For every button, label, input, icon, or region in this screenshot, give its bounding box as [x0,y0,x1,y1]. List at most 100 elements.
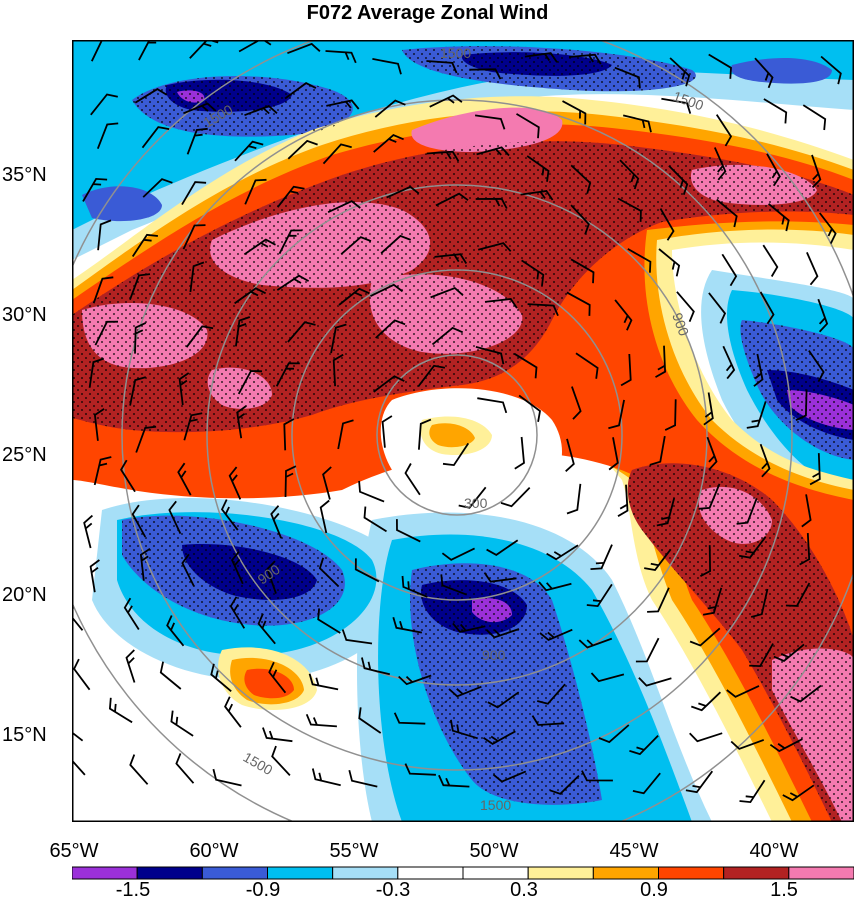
wind-barb [178,372,190,406]
colorbar-swatch [267,866,334,880]
wind-barb [120,459,136,493]
wind-barb [330,323,347,354]
wind-barb [524,52,558,63]
lon-label-65w: 65°W [49,840,99,862]
wind-barb [224,696,242,728]
wind-barb [142,178,173,198]
wind-barb [685,770,714,794]
wind-barb [123,597,140,630]
wind-barb [475,197,508,209]
wind-barb [168,500,182,534]
wind-barb [578,637,613,649]
wind-barb [570,258,595,284]
wind-barb [492,770,527,783]
ring-label-1500-south: 1500 [480,797,511,813]
wind-barb [278,229,303,255]
wind-barb [129,273,151,301]
wind-barb [485,628,520,639]
wind-barb [322,143,352,165]
lat-label-20n: 20°N [2,584,47,606]
colorbar-swatch [136,866,203,880]
wind-barb [270,505,282,539]
wind-barb [234,140,264,162]
wind-barb [442,442,470,467]
wind-barb [754,57,774,89]
wind-barb [699,545,712,577]
stippling [72,46,854,822]
map-title: F072 Average Zonal Wind [306,2,549,24]
map-frame [72,40,854,822]
wind-barb [235,316,251,347]
shade-center-orange [429,423,475,448]
wind-barb [244,104,278,117]
wind-barb [477,397,508,414]
wind-barb [526,155,550,182]
wind-barb [332,353,344,387]
colorbar [72,866,854,880]
wind-barb [398,674,432,686]
wind-barb [708,53,732,79]
wind-barb [189,261,205,293]
wind-barb [308,673,339,691]
wind-barb [170,710,194,737]
wind-barb [322,466,332,500]
wind-barb [370,283,404,298]
wind-barb [614,299,633,331]
wind-barb [801,494,812,528]
wind-barb [649,435,666,466]
wind-barb [738,536,767,559]
wind-barb [811,154,822,189]
wind-barb [363,506,387,533]
wind-barb [287,321,316,343]
wind-barb [627,248,652,273]
wind-barb [619,159,640,190]
wind-barb [483,572,517,583]
wind-barb [92,276,114,304]
wind-barb [90,40,104,62]
wind-barb [166,615,185,647]
wind-barb [790,684,822,703]
wind-barb [392,616,423,634]
wind-barb [531,715,565,726]
wind-barb [703,392,714,426]
colorbar-swatch [788,866,854,880]
wind-barb [546,544,579,561]
lat-label-15n: 15°N [2,724,47,746]
wind-barb [749,643,774,668]
wind-barbs [72,40,842,804]
wind-barb [435,192,469,207]
wind-barb [183,102,217,115]
wind-barb [753,353,764,387]
lon-label-55w: 55°W [329,840,379,862]
wind-barb [441,547,475,561]
colorbar-label-0-3: 0.3 [510,879,538,901]
wind-barb [181,181,207,206]
wind-barb [715,114,733,147]
wind-barb [809,453,821,486]
colorbar-swatch [397,866,464,880]
wind-barb [629,734,659,756]
wind-barb [689,732,723,743]
wind-barb [431,326,464,346]
wind-barb [820,55,842,85]
wind-barb [380,234,412,254]
wind-barb [568,53,602,65]
wind-barb [340,236,372,255]
lon-label-45w: 45°W [609,840,659,862]
wind-barb [401,575,428,598]
colorbar-swatch [72,866,138,880]
wind-barb [326,99,360,110]
colorbar-label-neg0-9: -0.9 [245,879,281,901]
lat-label-35n: 35°N [2,164,47,186]
wind-barb [808,350,825,383]
wind-barb [716,198,738,228]
wind-barb [452,622,486,633]
colorbar-label-0-9: 0.9 [640,879,668,901]
wind-barb [656,497,676,527]
wind-barb [89,559,100,593]
wind-barb [429,94,463,108]
wind-barb [806,252,819,286]
wind-barb [440,574,468,596]
ring-label-300: 300 [464,495,488,511]
wind-barb [614,66,641,89]
